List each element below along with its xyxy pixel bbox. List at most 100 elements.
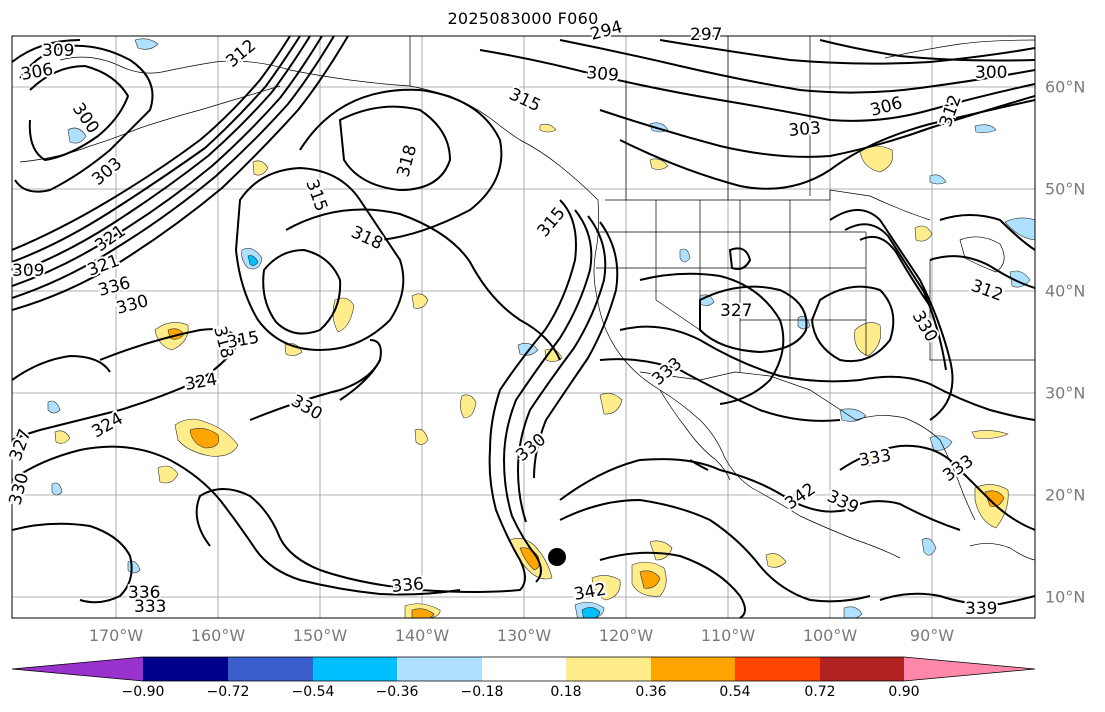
contour-line — [829, 209, 954, 421]
contour-line — [12, 36, 301, 263]
positive-anomaly-patch — [854, 322, 882, 357]
colorbar-tick-label: −0.18 — [460, 684, 504, 700]
negative-anomaly-patch — [929, 174, 947, 185]
contour-line — [285, 208, 561, 361]
positive-anomaly-patch — [649, 540, 673, 561]
lat-label: 20°N — [1045, 485, 1086, 505]
lon-label: 140°W — [394, 626, 450, 645]
lat-label: 30°N — [1045, 383, 1086, 403]
positive-anomaly-patch — [971, 430, 1009, 439]
contour-line — [12, 36, 349, 311]
positive-anomaly-patch — [914, 225, 933, 242]
alaska-coastline — [59, 56, 599, 201]
contour-line — [599, 358, 841, 422]
lon-label: 130°W — [496, 626, 552, 645]
contour-line — [299, 88, 503, 241]
contour-label: 336 — [391, 574, 425, 597]
positive-anomaly-patch — [414, 428, 429, 445]
colorbar-tick-label: 0.72 — [804, 684, 836, 700]
great-lakes — [959, 236, 1005, 273]
colorbar-tick-label: 0.36 — [635, 684, 667, 700]
colorbar-segment — [820, 657, 904, 681]
negative-anomaly-patch — [1004, 217, 1035, 241]
contour-label: 303 — [788, 118, 822, 141]
contour-line — [559, 498, 871, 603]
colorbar-segment — [397, 657, 482, 681]
lon-label: 90°W — [909, 626, 955, 645]
contour-line — [810, 285, 895, 362]
colorbar-segment — [313, 657, 397, 681]
graticule — [12, 36, 1035, 618]
contour-label: 309 — [12, 261, 44, 281]
colorbar-tick-label: −0.72 — [206, 684, 250, 700]
positive-anomaly-patch — [599, 393, 623, 415]
positive-anomaly-patch — [649, 158, 669, 170]
contour-line — [844, 223, 947, 371]
coastlines-and-borders — [19, 36, 1035, 561]
map-frame — [11, 35, 1036, 619]
contour-line — [839, 444, 1035, 531]
colorbar-tick-label: 0.90 — [888, 684, 920, 700]
map-title: 2025083000 F060 — [447, 9, 599, 28]
contour-label: 333 — [134, 597, 166, 617]
contour-label: 309 — [42, 41, 74, 61]
positive-anomaly-patch — [411, 608, 435, 618]
contour-line — [195, 199, 577, 593]
contour-label: 306 — [19, 60, 54, 85]
us-mexico-border — [639, 371, 857, 421]
hudson-bay-coast — [884, 39, 1035, 59]
contour-line — [819, 39, 1035, 62]
contour-line — [599, 551, 746, 618]
negative-anomaly-patch — [679, 248, 691, 263]
contour-line — [639, 272, 785, 405]
us-west-coast — [593, 199, 901, 559]
lon-label: 170°W — [88, 626, 144, 645]
contour-line — [12, 354, 111, 381]
colorbar-segment — [228, 657, 313, 681]
lat-label: 10°N — [1045, 587, 1086, 607]
negative-anomaly-patch — [51, 482, 63, 496]
positive-anomaly-patch — [54, 430, 71, 444]
contour-label: 309 — [586, 63, 620, 86]
contour-line — [12, 36, 311, 275]
negative-anomaly-patch — [839, 408, 867, 422]
us-state-border — [655, 200, 701, 331]
contour-line — [533, 221, 619, 479]
contour-line — [12, 36, 291, 251]
contour-line — [14, 44, 154, 193]
negative-anomaly-patch — [47, 400, 61, 414]
contour-line — [599, 95, 1035, 158]
colorbar-outline — [11, 656, 1036, 682]
contour-line — [699, 285, 808, 354]
baja-california — [659, 389, 731, 481]
contour-line — [929, 255, 1035, 289]
lon-label: 120°W — [598, 626, 654, 645]
positive-anomaly-patch — [189, 428, 219, 449]
contour-line — [12, 36, 335, 299]
contour-line — [28, 64, 130, 162]
contour-line — [479, 49, 1035, 122]
storm-center-marker — [548, 548, 566, 566]
colorbar-extend-low — [12, 657, 143, 681]
contour-line — [12, 522, 133, 604]
positive-anomaly-patch — [984, 490, 1005, 507]
theta-e-contours — [12, 36, 1035, 618]
contour-line — [12, 445, 461, 596]
contour-line — [728, 247, 752, 270]
positive-anomaly-patch — [639, 570, 661, 589]
colorbar-tick-label: −0.54 — [291, 684, 335, 700]
positive-anomaly-patch — [591, 575, 621, 601]
colorbar-tick-label: 0.54 — [719, 684, 751, 700]
contour-label: 300 — [975, 63, 1007, 83]
contour-label: 297 — [690, 25, 722, 45]
contour-line — [262, 248, 342, 335]
colorbar-tick-label: −0.90 — [121, 684, 165, 700]
positive-anomaly-patch — [252, 160, 269, 176]
contour-line — [619, 99, 1035, 190]
colorbar-segment — [482, 657, 566, 681]
lon-label: 100°W — [802, 626, 858, 645]
contour-label: 327 — [720, 301, 752, 321]
lon-label: 110°W — [700, 626, 756, 645]
shaded-anomaly-patches — [47, 38, 1035, 618]
